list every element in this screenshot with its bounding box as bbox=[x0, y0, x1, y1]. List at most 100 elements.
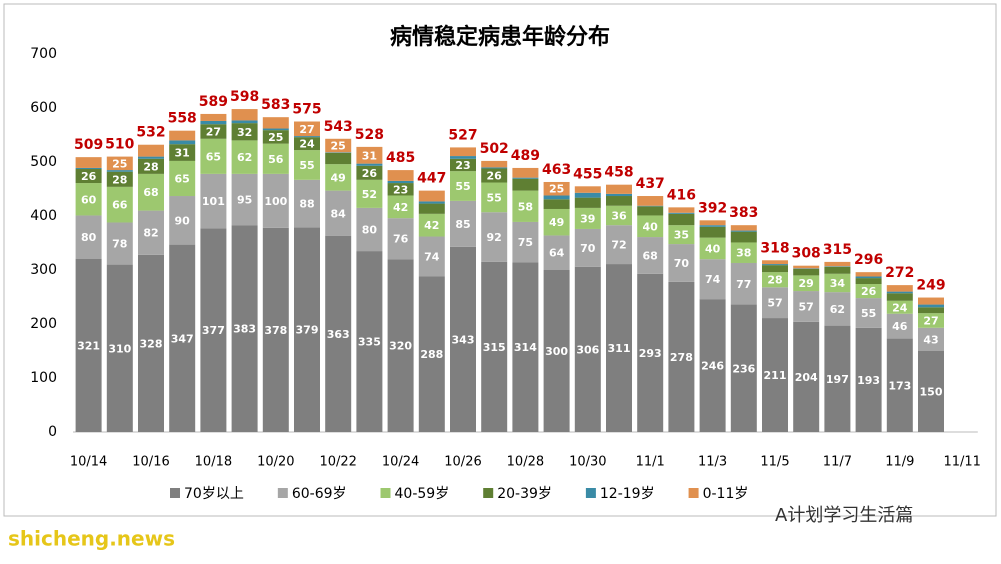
bar-segment bbox=[418, 190, 445, 202]
x-tick-label: 11/9 bbox=[885, 455, 914, 470]
x-tick-label: 11/11 bbox=[943, 455, 980, 470]
bar-segment bbox=[294, 150, 320, 180]
bar-segment bbox=[699, 259, 726, 300]
value-label: 43 bbox=[923, 333, 938, 346]
bar-segment bbox=[387, 180, 414, 184]
bar-segment bbox=[325, 152, 352, 153]
value-label: 23 bbox=[455, 159, 470, 172]
total-label: 458 bbox=[604, 165, 633, 181]
value-label: 320 bbox=[389, 340, 412, 353]
bar-segment bbox=[512, 221, 539, 263]
y-tick-label: 0 bbox=[48, 424, 57, 440]
bar-segment bbox=[325, 190, 352, 236]
value-label: 347 bbox=[171, 332, 194, 345]
value-label: 52 bbox=[362, 188, 377, 201]
value-label: 383 bbox=[233, 323, 256, 336]
watermark: A计划学习生活篇 bbox=[775, 505, 913, 526]
legend-swatch bbox=[170, 488, 180, 498]
bar-segment bbox=[606, 184, 632, 194]
bar-segment bbox=[824, 292, 851, 326]
bar-segment bbox=[75, 215, 102, 259]
bar-segment bbox=[574, 186, 601, 193]
bar-segment bbox=[481, 182, 508, 213]
value-label: 78 bbox=[112, 238, 127, 251]
bar-segment bbox=[512, 262, 539, 432]
bar-segment bbox=[356, 146, 383, 164]
bar-segment bbox=[200, 173, 227, 229]
bar-segment bbox=[668, 213, 695, 226]
value-label: 246 bbox=[701, 360, 724, 373]
total-label: 383 bbox=[729, 205, 758, 221]
bar-segment bbox=[231, 140, 258, 174]
x-tick-label: 10/26 bbox=[444, 455, 481, 470]
bar-segment bbox=[262, 227, 289, 432]
value-label: 378 bbox=[264, 324, 287, 337]
bar-segment bbox=[231, 173, 258, 226]
value-label: 42 bbox=[393, 201, 408, 214]
bar-segment bbox=[450, 158, 476, 172]
y-tick-label: 300 bbox=[30, 262, 57, 278]
bar-segment bbox=[75, 167, 102, 170]
bar-segment bbox=[169, 160, 196, 197]
value-label: 26 bbox=[487, 170, 503, 183]
value-label: 68 bbox=[143, 186, 158, 199]
value-label: 25 bbox=[112, 157, 127, 170]
total-label: 308 bbox=[792, 246, 821, 262]
value-label: 70 bbox=[580, 242, 596, 255]
bar-segment bbox=[855, 284, 882, 299]
value-label: 197 bbox=[826, 373, 849, 386]
value-label: 68 bbox=[643, 249, 658, 262]
bar-segment bbox=[824, 273, 851, 293]
x-tick-label: 10/28 bbox=[507, 455, 544, 470]
bar-segment bbox=[543, 270, 570, 432]
legend-swatch bbox=[585, 488, 596, 498]
bar-segment bbox=[918, 351, 944, 432]
y-tick-label: 700 bbox=[30, 46, 57, 62]
value-label: 55 bbox=[861, 307, 876, 320]
total-label: 485 bbox=[386, 150, 415, 166]
bar-segment bbox=[637, 196, 664, 206]
bar-segment bbox=[762, 287, 788, 319]
value-label: 27 bbox=[923, 314, 938, 327]
total-label: 527 bbox=[448, 127, 477, 143]
bar-segment bbox=[918, 307, 944, 314]
bar-segment bbox=[855, 278, 882, 285]
bar-segment bbox=[200, 120, 227, 125]
x-tick-label: 10/16 bbox=[132, 455, 169, 470]
value-label: 300 bbox=[545, 345, 568, 358]
bar-segment bbox=[543, 235, 570, 270]
value-label: 101 bbox=[202, 195, 225, 208]
bar-segment bbox=[762, 260, 788, 265]
bar-segment bbox=[450, 200, 476, 247]
total-label: 296 bbox=[854, 252, 883, 268]
bar-segment bbox=[543, 181, 570, 196]
legend-label: 0-11岁 bbox=[703, 486, 749, 502]
bar-segment bbox=[699, 220, 726, 226]
total-label: 272 bbox=[885, 265, 914, 281]
chart-title: 病情稳定病患年龄分布 bbox=[390, 24, 610, 50]
bar-segment bbox=[138, 210, 164, 255]
value-label: 150 bbox=[920, 386, 943, 399]
bar-segment bbox=[543, 208, 570, 236]
value-label: 26 bbox=[861, 285, 877, 298]
value-label: 80 bbox=[362, 224, 378, 237]
value-label: 321 bbox=[77, 339, 100, 352]
bar-segment bbox=[606, 225, 632, 265]
value-label: 66 bbox=[112, 199, 128, 212]
total-label: 502 bbox=[480, 141, 509, 157]
bar-segment bbox=[75, 183, 102, 216]
bar-segment bbox=[543, 195, 570, 200]
bar-segment bbox=[668, 225, 695, 245]
bar-segment bbox=[387, 170, 414, 181]
value-label: 278 bbox=[670, 351, 693, 364]
bar-segment bbox=[138, 254, 164, 432]
legend-swatch bbox=[380, 488, 391, 498]
bar-segment bbox=[793, 321, 820, 432]
value-label: 57 bbox=[799, 300, 814, 313]
bar-segment bbox=[200, 113, 227, 121]
bar-segment bbox=[450, 171, 476, 201]
value-label: 310 bbox=[108, 342, 131, 355]
value-label: 31 bbox=[362, 149, 377, 162]
bar-segment bbox=[294, 137, 320, 151]
total-label: 447 bbox=[417, 171, 446, 187]
